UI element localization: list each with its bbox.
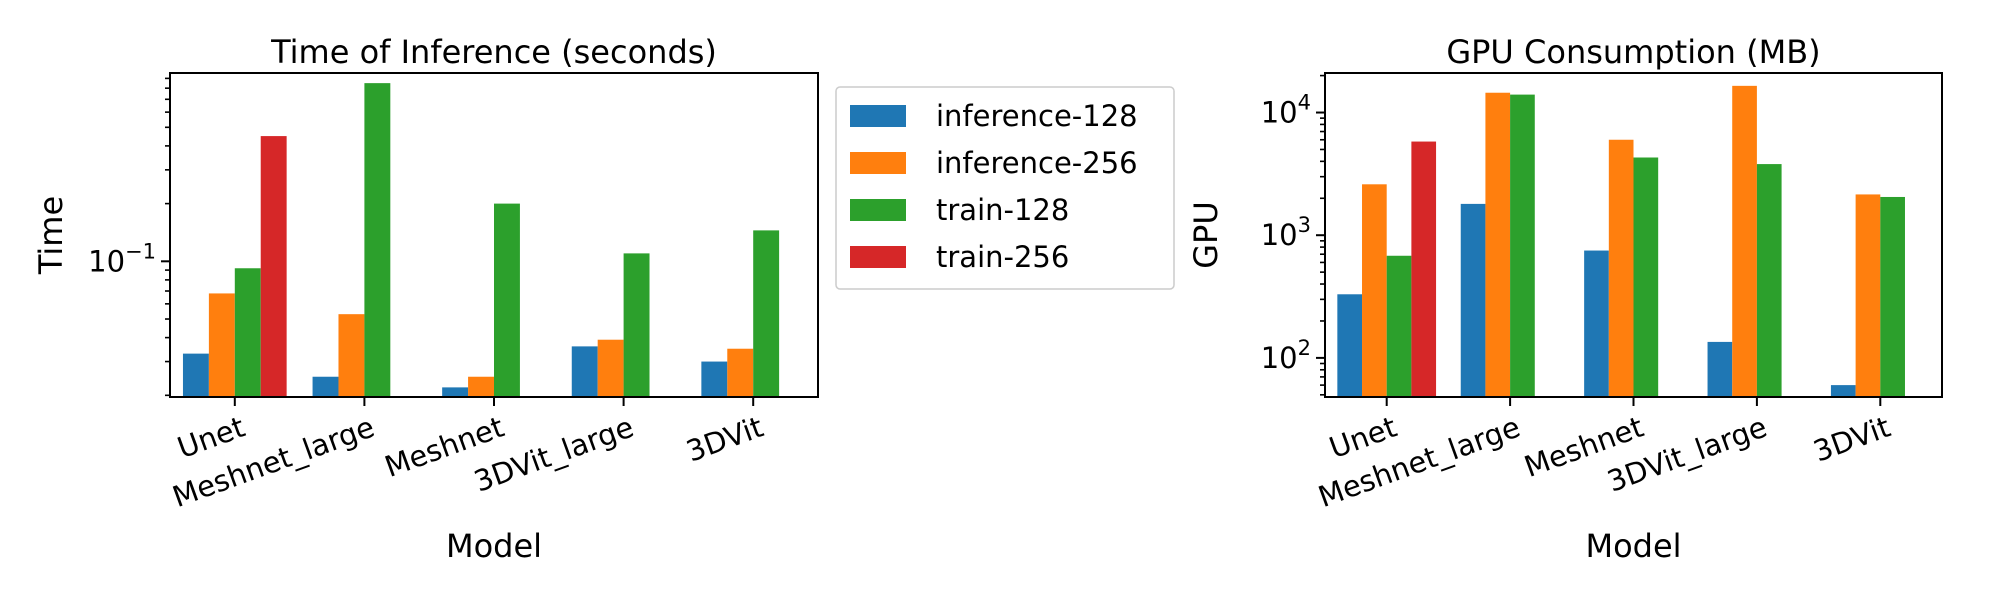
bar-inference-128-Meshnet: [1584, 250, 1609, 397]
legend-label-inference-256: inference-256: [936, 146, 1138, 180]
bar-inference-256-3DVit: [727, 348, 754, 397]
y-tick-label: 10−1: [88, 239, 156, 278]
bar-inference-256-Meshnet_large: [1485, 92, 1511, 398]
chart-title: GPU Consumption (MB): [1446, 33, 1820, 71]
bar-train-128-Unet: [1386, 255, 1412, 397]
chart-title: Time of Inference (seconds): [270, 33, 717, 71]
bar-inference-128-3DVit_large: [571, 346, 598, 397]
plot-frame: [169, 72, 819, 398]
legend-swatch-inference-256: [850, 152, 906, 174]
bar-inference-128-Meshnet_large: [1460, 203, 1486, 397]
bar-train-128-3DVit_large: [1756, 164, 1782, 397]
y-tick-label: 104: [1261, 91, 1311, 130]
bar-inference-128-Unet: [1337, 294, 1363, 397]
x-tick-label-3DVit: 3DVit: [682, 410, 768, 469]
legend-box: [835, 86, 1175, 290]
bar-inference-256-3DVit_large: [597, 339, 624, 397]
bar-inference-128-Meshnet: [442, 387, 469, 397]
bar-train-128-Meshnet: [494, 203, 520, 397]
legend: inference-128 inference-256 train-128 train…: [835, 86, 1175, 290]
y-axis-label: GPU: [1187, 201, 1225, 269]
bar-train-128-3DVit_large: [623, 253, 650, 397]
bar-train-128-Meshnet_large: [1510, 94, 1535, 397]
legend-swatch-train-128: [850, 199, 906, 221]
bar-inference-256-Unet: [1362, 184, 1387, 397]
bar-inference-128-3DVit_large: [1707, 341, 1733, 397]
bar-train-128-3DVit: [753, 230, 780, 397]
legend-label-train-128: train-128: [936, 193, 1069, 227]
bar-inference-256-Meshnet_large: [338, 314, 365, 397]
bar-inference-128-3DVit: [1830, 385, 1856, 397]
y-tick-label: 102: [1261, 336, 1311, 375]
bar-train-256-Unet: [260, 136, 287, 397]
y-tick-label: 103: [1261, 213, 1311, 252]
y-axis-label: Time: [32, 196, 70, 275]
gpu-consumption-chart: 102103104UnetMeshnet_largeMeshnet3DVit_l…: [1187, 33, 1943, 565]
x-axis-label: Model: [1585, 527, 1681, 565]
x-axis-label: Model: [446, 527, 542, 565]
bar-train-256-Unet: [1411, 141, 1437, 397]
legend-swatch-inference-128: [850, 105, 906, 127]
x-tick-label-3DVit: 3DVit: [1809, 410, 1895, 469]
bar-inference-256-3DVit: [1855, 194, 1881, 397]
bar-train-128-Meshnet_large: [364, 83, 391, 397]
bar-train-128-Meshnet: [1633, 157, 1659, 397]
plot-frame: [1324, 72, 1943, 398]
bar-inference-256-3DVit_large: [1732, 85, 1757, 397]
bar-inference-256-Meshnet: [468, 376, 494, 397]
legend-swatch-train-256: [850, 246, 906, 268]
bar-inference-256-Meshnet: [1608, 139, 1634, 397]
bar-inference-256-Unet: [208, 293, 235, 397]
bar-inference-128-Meshnet_large: [312, 376, 339, 397]
bar-inference-128-Unet: [182, 353, 209, 397]
bar-train-128-Unet: [234, 268, 261, 397]
bar-inference-128-3DVit: [701, 361, 728, 397]
legend-label-inference-128: inference-128: [936, 99, 1138, 133]
bar-train-128-3DVit: [1880, 196, 1905, 397]
legend-label-train-256: train-256: [936, 240, 1069, 274]
